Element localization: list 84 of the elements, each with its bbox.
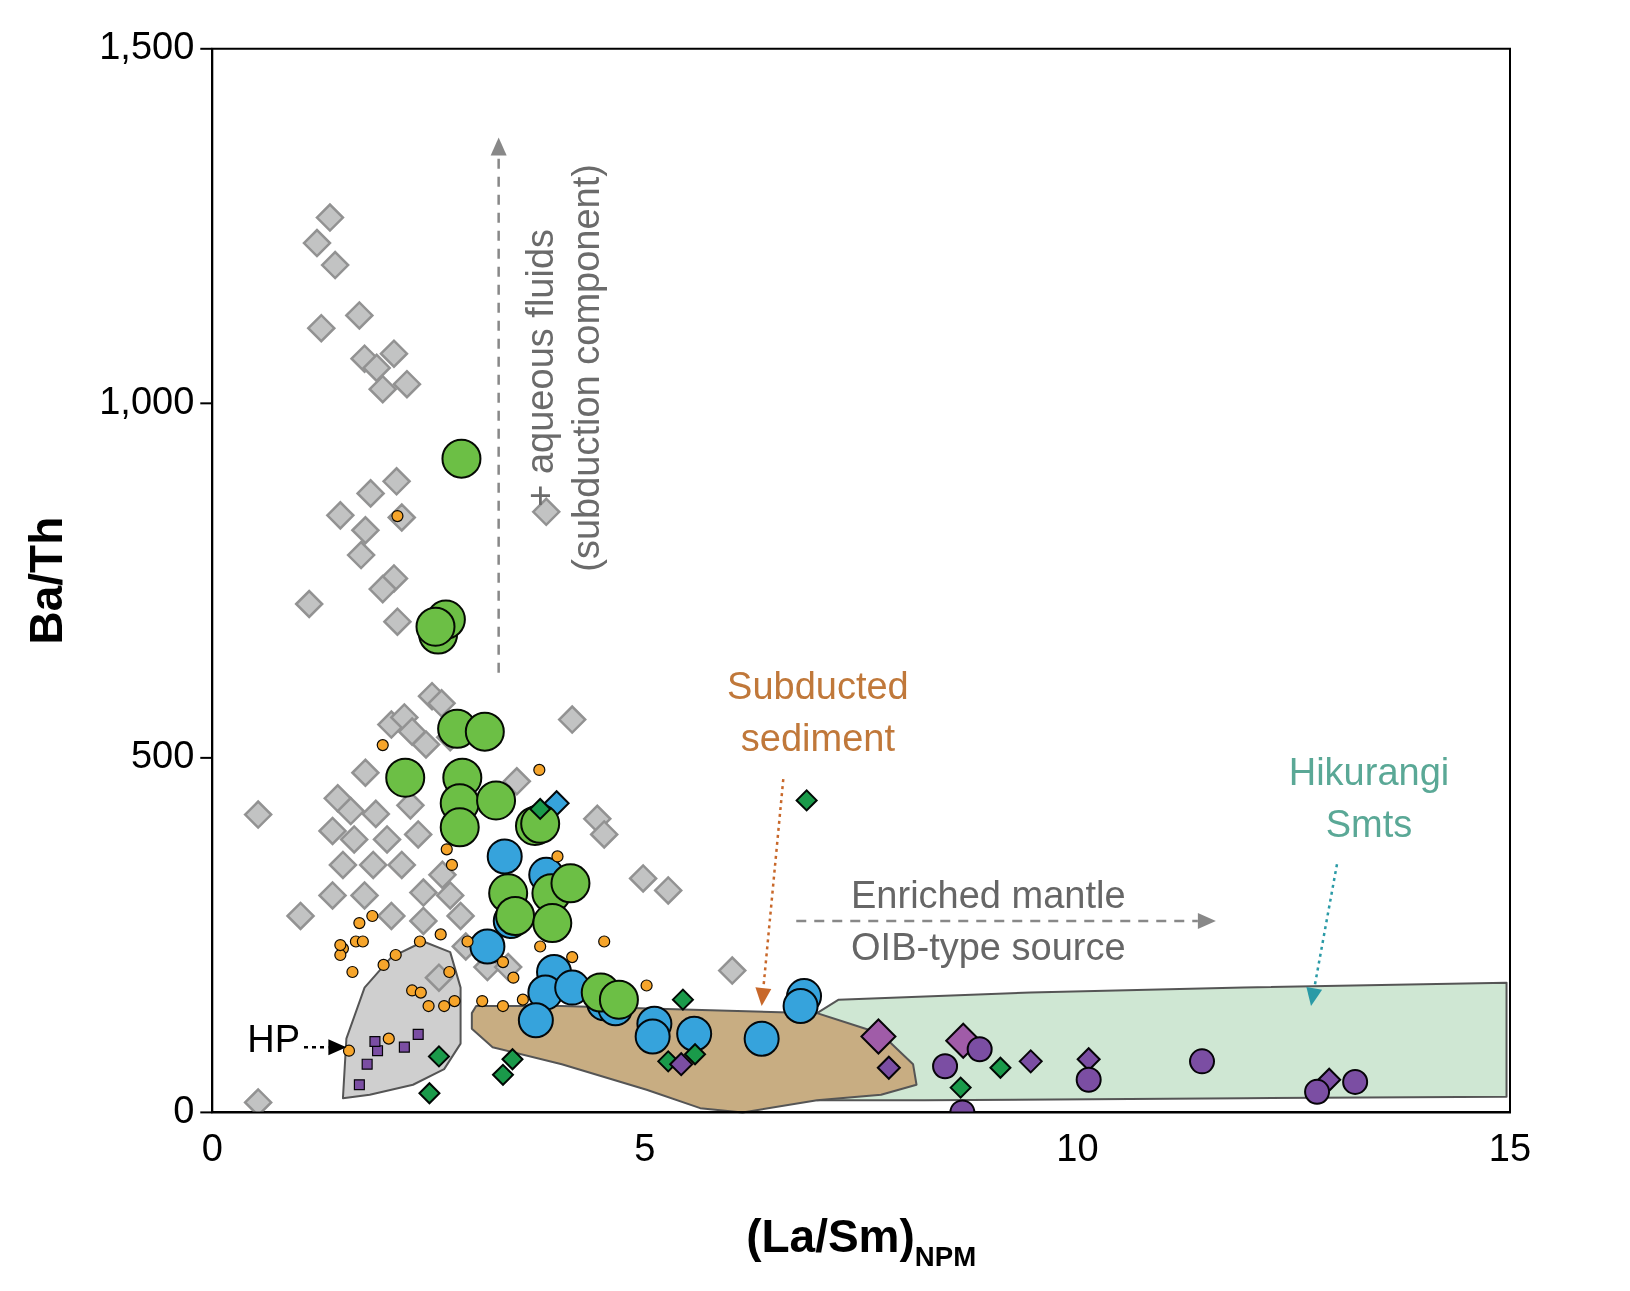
point (418, 1082, 441, 1105)
point (550, 863, 591, 904)
point (501, 1048, 524, 1071)
point (369, 1035, 381, 1048)
point (860, 1018, 897, 1055)
point (366, 909, 379, 923)
annotation: + aqueous fluids (subduction component) (518, 164, 607, 572)
point (684, 1043, 707, 1066)
point (551, 850, 564, 863)
point (443, 965, 456, 979)
point (534, 940, 547, 953)
y-tick-label: 1,000 (99, 379, 195, 422)
point (334, 948, 347, 962)
point (533, 763, 546, 777)
point (398, 1041, 410, 1053)
point (353, 1079, 365, 1091)
point (346, 965, 359, 979)
point (445, 858, 459, 872)
point (1018, 1049, 1043, 1074)
point (476, 994, 489, 1008)
point (966, 1036, 993, 1063)
point (361, 1058, 373, 1070)
point (671, 988, 694, 1011)
point (795, 789, 818, 812)
point (440, 843, 453, 856)
point (1304, 1078, 1331, 1105)
annotation: Hikurangi Smts (1288, 751, 1450, 846)
point (382, 1032, 395, 1045)
y-tick-label: 500 (130, 734, 195, 777)
point (356, 935, 369, 948)
x-tick-label: 10 (1056, 1126, 1099, 1169)
y-axis-title: Ba/Th (20, 516, 73, 645)
point (532, 903, 573, 944)
point (486, 838, 523, 875)
point (342, 1044, 356, 1057)
y-tick-label: 1,500 (99, 25, 195, 68)
annotation: HP (247, 1017, 301, 1060)
point (669, 1052, 694, 1077)
y-tick-label: 0 (173, 1088, 195, 1131)
point (598, 935, 611, 948)
point (427, 1045, 450, 1068)
point (413, 935, 427, 948)
annotation: Enriched mantle OIB-type source (851, 873, 1126, 968)
point (415, 606, 456, 647)
x-tick-label: 15 (1488, 1126, 1532, 1169)
x-tick-label: 0 (201, 1126, 223, 1169)
point (422, 999, 435, 1013)
point (464, 711, 505, 752)
point (949, 1076, 972, 1099)
point (743, 1020, 780, 1057)
point (439, 807, 480, 848)
point (441, 438, 482, 479)
point (876, 1055, 901, 1080)
point (1342, 1068, 1369, 1095)
point (529, 797, 552, 820)
point (676, 1015, 713, 1052)
point (1189, 1048, 1216, 1075)
point (412, 1028, 424, 1040)
point (989, 1056, 1012, 1079)
annotation: Subducted sediment (727, 664, 909, 759)
point (517, 1002, 554, 1039)
point (469, 928, 506, 965)
point (507, 971, 520, 984)
point (353, 916, 366, 930)
point (476, 780, 517, 821)
point (438, 999, 451, 1013)
point (376, 739, 389, 752)
point (414, 986, 427, 999)
point (782, 988, 819, 1025)
point (448, 994, 461, 1008)
point (385, 757, 426, 798)
point (377, 958, 390, 972)
point (634, 1018, 671, 1055)
point (334, 938, 347, 952)
x-tick-label: 5 (634, 1126, 656, 1169)
point (932, 1053, 959, 1080)
point (434, 928, 447, 941)
point (640, 979, 653, 992)
point (1075, 1066, 1102, 1093)
point (491, 1063, 514, 1086)
point (516, 993, 529, 1006)
point (389, 948, 402, 962)
point (496, 999, 510, 1013)
point (566, 951, 579, 964)
